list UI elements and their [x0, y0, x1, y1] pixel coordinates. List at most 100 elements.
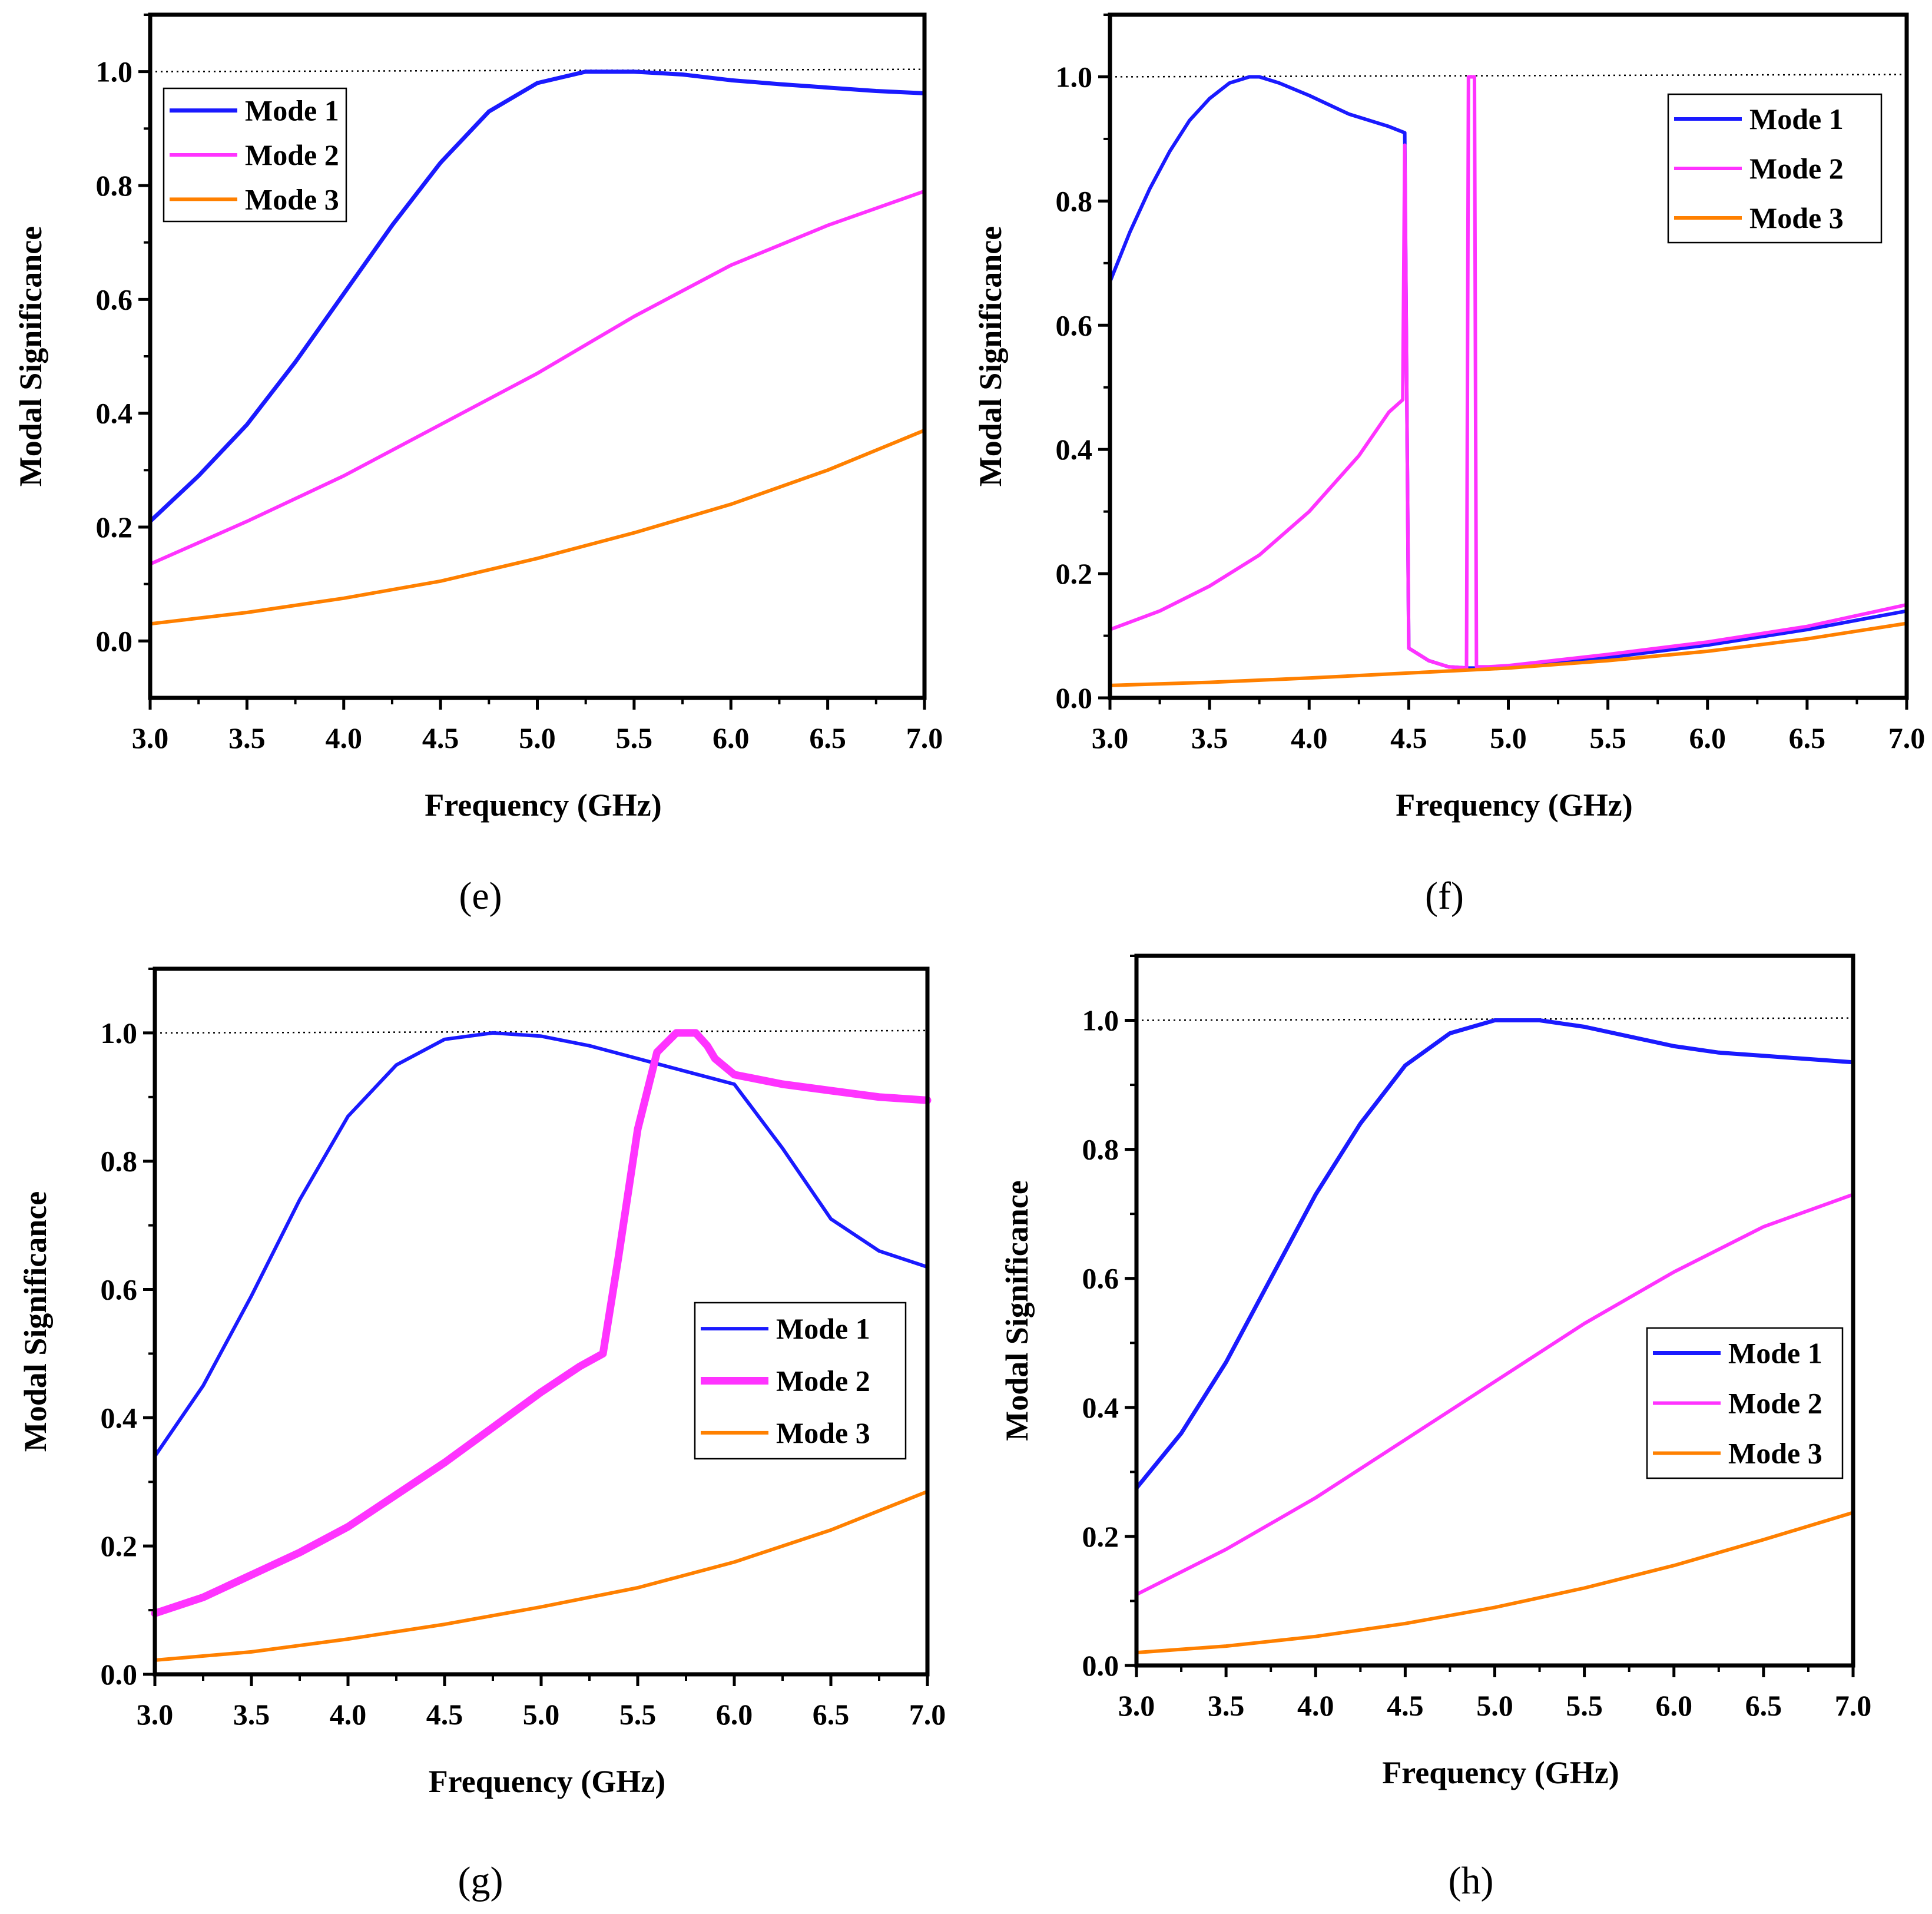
- x-tick-label: 4.0: [326, 721, 363, 754]
- x-tick-label: 5.0: [1490, 721, 1527, 754]
- x-tick-label: 6.0: [1656, 1689, 1693, 1722]
- y-tick-label: 0.0: [96, 624, 133, 657]
- y-axis-title: Modal Significance: [18, 1191, 53, 1452]
- y-tick-label: 0.4: [101, 1401, 138, 1434]
- legend: Mode 1 Mode 2 Mode 3: [163, 87, 347, 223]
- legend-label-1: Mode 1: [1728, 1337, 1822, 1370]
- x-tick-label: 3.5: [228, 721, 266, 754]
- x-tick-label: 5.5: [616, 721, 653, 754]
- y-tick-label: 0.8: [1082, 1133, 1119, 1166]
- x-tick-label: 6.5: [809, 721, 846, 754]
- series-line-3: [153, 1489, 929, 1662]
- y-tick-label: 0.4: [1056, 433, 1093, 466]
- x-tick-label: 4.5: [426, 1698, 463, 1731]
- y-tick-label: 0.6: [1082, 1262, 1119, 1295]
- y-tick-label: 0.0: [101, 1658, 138, 1691]
- y-axis-title: Modal Significance: [973, 226, 1008, 487]
- y-tick-label: 0.2: [1056, 557, 1093, 590]
- legend: Mode 1 Mode 2 Mode 3: [694, 1302, 907, 1460]
- legend-label-3: Mode 3: [245, 183, 339, 216]
- series-line-2: [1108, 75, 1908, 670]
- y-tick-label: 1.0: [1056, 60, 1093, 93]
- x-tick-label: 3.5: [233, 1698, 270, 1731]
- x-tick-label: 7.0: [906, 721, 943, 754]
- x-tick-label: 3.0: [132, 721, 169, 754]
- x-tick-label: 7.0: [1888, 721, 1926, 754]
- x-tick-label: 6.0: [1689, 721, 1726, 754]
- x-tick-label: 4.5: [1390, 721, 1427, 754]
- series-line-3: [148, 428, 926, 626]
- x-axis-title: Frequency (GHz): [425, 787, 661, 823]
- legend-label-1: Mode 1: [1749, 102, 1844, 135]
- legend: Mode 1 Mode 2 Mode 3: [1667, 93, 1883, 244]
- x-tick-label: 6.5: [1789, 721, 1826, 754]
- x-tick-label: 3.0: [1118, 1689, 1155, 1722]
- y-tick-label: 0.8: [101, 1145, 138, 1178]
- x-tick-label: 6.5: [1745, 1689, 1782, 1722]
- series-line-1: [153, 1031, 929, 1458]
- legend-label-3: Mode 3: [1749, 201, 1844, 234]
- x-tick-label: 3.0: [1092, 721, 1129, 754]
- x-tick-label: 6.5: [813, 1698, 850, 1731]
- y-axis-title: Modal Significance: [13, 226, 48, 487]
- x-tick-label: 7.0: [1835, 1689, 1872, 1722]
- x-tick-label: 6.0: [716, 1698, 753, 1731]
- legend-label-2: Mode 2: [1728, 1387, 1822, 1420]
- y-tick-label: 0.2: [1082, 1520, 1119, 1553]
- y-tick-label: 0.8: [1056, 184, 1093, 217]
- chart-panel-h: 3.0 3.5 4.0 4.5 5.0 5.5 6.0 6.5 7.0 0.0 0.2 0.4 0.6 0…: [999, 953, 1872, 1902]
- panel-label: (h): [1449, 1859, 1494, 1902]
- y-tick-label: 0.4: [96, 397, 133, 430]
- series-line-3: [1108, 621, 1908, 687]
- x-tick-label: 6.0: [713, 721, 750, 754]
- reference-line: [1109, 74, 1907, 78]
- panel-label: (g): [458, 1859, 503, 1902]
- y-tick-label: 0.2: [101, 1529, 138, 1562]
- y-tick-label: 1.0: [1082, 1004, 1119, 1037]
- chart-panel-g: 3.0 3.5 4.0 4.5 5.0 5.5 6.0 6.5 7.0 0.0 0.2 0.4 0.6 0…: [18, 966, 946, 1902]
- series-line-2: [1135, 1193, 1855, 1597]
- x-tick-label: 5.0: [1476, 1689, 1513, 1722]
- series-line-2: [151, 1029, 932, 1617]
- reference-line: [150, 68, 925, 72]
- legend-label-1: Mode 1: [776, 1312, 870, 1345]
- plot-frame: [1134, 953, 1855, 1668]
- y-tick-label: 1.0: [101, 1016, 138, 1049]
- y-tick-label: 1.0: [96, 55, 133, 88]
- y-tick-label: 0.6: [1056, 309, 1093, 342]
- series-line-1: [148, 69, 927, 524]
- x-axis-title: Frequency (GHz): [429, 1764, 665, 1799]
- y-tick-label: 0.4: [1082, 1391, 1119, 1424]
- x-tick-label: 4.0: [1297, 1689, 1334, 1722]
- legend-label-3: Mode 3: [776, 1416, 870, 1449]
- x-tick-label: 3.5: [1208, 1689, 1245, 1722]
- x-tick-label: 4.5: [1387, 1689, 1424, 1722]
- series-line-1: [1134, 1018, 1855, 1491]
- x-tick-label: 4.0: [1291, 721, 1328, 754]
- y-tick-label: 0.6: [101, 1273, 138, 1306]
- legend-label-1: Mode 1: [245, 94, 339, 127]
- reference-line: [154, 1029, 928, 1034]
- x-tick-label: 5.5: [619, 1698, 657, 1731]
- x-tick-label: 7.0: [909, 1698, 946, 1731]
- legend: Mode 1 Mode 2 Mode 3: [1646, 1327, 1844, 1479]
- y-tick-label: 0.6: [96, 283, 133, 316]
- chart-panel-e: 3.0 3.5 4.0 4.5 5.0 5.5 6.0 6.5 7.0 0.0 0.2 0.4 0.6 0…: [13, 12, 943, 918]
- y-tick-label: 0.0: [1056, 681, 1093, 714]
- x-tick-label: 5.5: [1589, 721, 1626, 754]
- x-tick-label: 5.0: [519, 721, 556, 754]
- x-axis-title: Frequency (GHz): [1382, 1755, 1619, 1790]
- series-line-2: [148, 189, 926, 566]
- y-axis-title: Modal Significance: [999, 1180, 1035, 1441]
- chart-panel-f: 3.0 3.5 4.0 4.5 5.0 5.5 6.0 6.5 7.0 0.0 0.2 0.4 0.6 0…: [973, 12, 1926, 918]
- y-tick-label: 0.0: [1082, 1649, 1119, 1682]
- panel-label: (e): [459, 875, 502, 918]
- x-tick-label: 4.5: [422, 721, 459, 754]
- legend-label-3: Mode 3: [1728, 1437, 1822, 1470]
- x-tick-label: 3.0: [137, 1698, 174, 1731]
- y-tick-label: 0.8: [96, 169, 133, 202]
- x-axis-title: Frequency (GHz): [1396, 787, 1632, 823]
- legend-label-2: Mode 2: [245, 138, 339, 171]
- x-tick-label: 5.0: [523, 1698, 560, 1731]
